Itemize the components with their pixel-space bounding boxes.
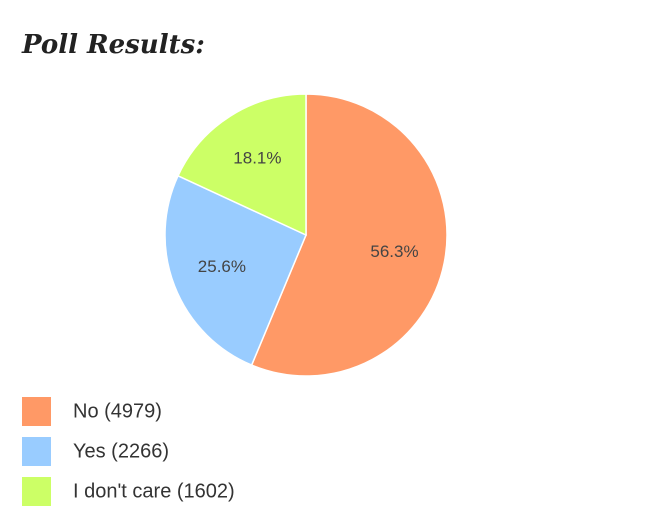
slice-label: 25.6% [198,257,246,276]
legend-label: I don't care (1602) [73,480,235,502]
pie-slice [250,93,448,377]
legend-swatch [22,397,51,426]
legend-label: Yes (2266) [73,440,169,462]
chart-title: Poll Results: [21,30,205,60]
legend-swatch [22,477,51,506]
legend-label: No (4979) [73,400,162,422]
pie-slice [177,93,307,237]
pie-slice [164,174,307,367]
legend-swatch [22,437,51,466]
slice-label: 56.3% [370,242,418,261]
slice-label: 18.1% [233,148,281,167]
